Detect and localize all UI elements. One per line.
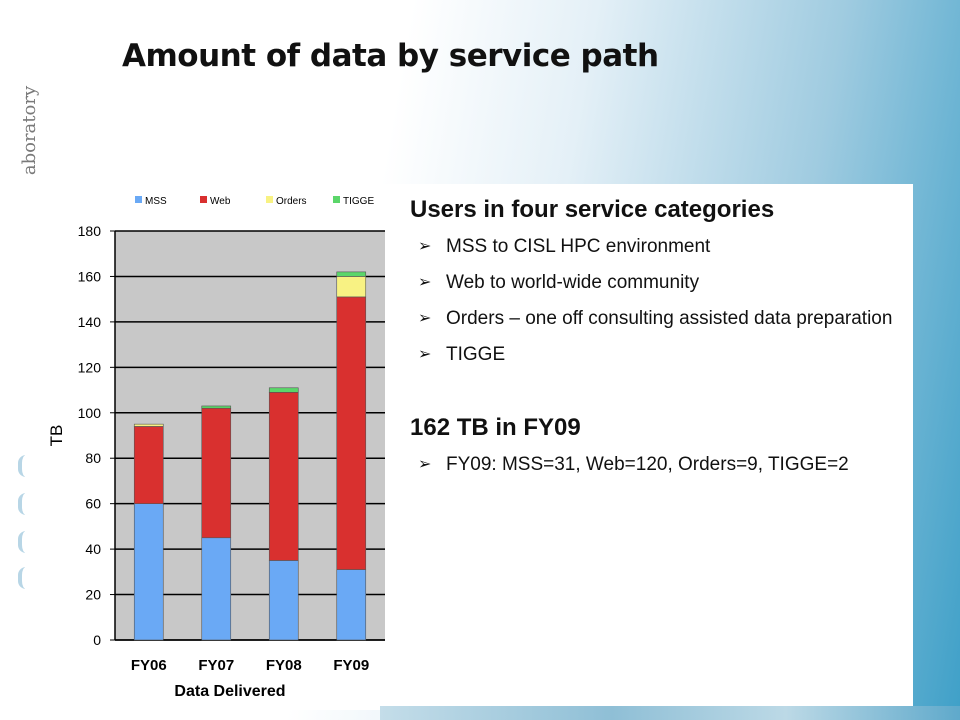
bullet-text: MSS to CISL HPC environment bbox=[446, 236, 711, 257]
slide-title: Amount of data by service path bbox=[122, 38, 659, 74]
side-logo-text: aboratory bbox=[19, 85, 41, 175]
y-tick-label: 60 bbox=[85, 496, 101, 512]
x-tick-label: FY09 bbox=[333, 657, 369, 674]
bar-mss-fy07 bbox=[201, 537, 232, 641]
arrow-bullet-icon: ➢ bbox=[418, 346, 432, 363]
heading-service-categories: Users in four service categories bbox=[410, 196, 775, 223]
bar-web-fy07 bbox=[201, 407, 232, 539]
bar-mss-fy08 bbox=[268, 560, 299, 641]
bar-tigge-fy08 bbox=[268, 387, 299, 393]
x-tick-label: FY07 bbox=[198, 657, 234, 674]
bullet-list-1: ➢ MSS to CISL HPC environment ➢ Web to wor… bbox=[408, 234, 908, 368]
bar-web-fy09 bbox=[336, 296, 367, 570]
bullet-item: ➢ TIGGE bbox=[408, 342, 908, 368]
legend-label-mss: MSS bbox=[145, 196, 167, 207]
legend-label-tigge: TIGGE bbox=[343, 196, 374, 207]
text-panel: Users in four service categories ➢ MSS to… bbox=[408, 190, 908, 488]
chart-svg: 0 20 40 60 80 100 120 140 160 180 FY06 FY07 FY08 FY09… bbox=[47, 196, 385, 700]
bullet-text: TIGGE bbox=[446, 344, 506, 365]
arrow-bullet-icon: ➢ bbox=[418, 456, 432, 473]
y-axis-title: TB bbox=[47, 425, 66, 447]
y-tick-label: 140 bbox=[78, 314, 102, 330]
x-tick-label: FY06 bbox=[131, 657, 167, 674]
y-tick-label: 120 bbox=[78, 359, 102, 375]
bullet-item: ➢ MSS to CISL HPC environment bbox=[408, 234, 908, 260]
x-axis-title: Data Delivered bbox=[174, 683, 285, 700]
bar-mss-fy09 bbox=[336, 569, 367, 641]
x-tick-label: FY08 bbox=[266, 657, 302, 674]
y-tick-label: 160 bbox=[78, 268, 102, 284]
legend-swatch-mss bbox=[135, 196, 142, 203]
bullet-text: Web to world-wide community bbox=[446, 272, 700, 293]
bullet-item: ➢ Web to world-wide community bbox=[408, 270, 908, 296]
bar-orders-fy06 bbox=[133, 423, 164, 427]
legend-swatch-tigge bbox=[333, 196, 340, 203]
y-tick-label: 20 bbox=[85, 587, 101, 603]
arrow-bullet-icon: ➢ bbox=[418, 310, 432, 327]
y-tick-label: 80 bbox=[85, 450, 101, 466]
bar-mss-fy06 bbox=[133, 503, 164, 641]
y-tick-label: 0 bbox=[93, 632, 101, 648]
bullet-item: ➢ FY09: MSS=31, Web=120, Orders=9, TIGGE=… bbox=[408, 452, 908, 478]
heading-fy09-total: 162 TB in FY09 bbox=[410, 414, 581, 441]
bullet-text: FY09: MSS=31, Web=120, Orders=9, TIGGE=2 bbox=[446, 454, 849, 475]
legend-label-orders: Orders bbox=[276, 196, 307, 207]
y-tick-label: 40 bbox=[85, 541, 101, 557]
bullet-list-2: ➢ FY09: MSS=31, Web=120, Orders=9, TIGGE=… bbox=[408, 452, 908, 478]
y-tick-label: 100 bbox=[78, 405, 102, 421]
side-logo: aboratory bbox=[0, 70, 60, 190]
bar-tigge-fy07 bbox=[201, 405, 232, 409]
bar-web-fy08 bbox=[268, 392, 299, 561]
bottom-decoration bbox=[380, 706, 960, 720]
bar-tigge-fy09 bbox=[336, 271, 367, 277]
arrow-bullet-icon: ➢ bbox=[418, 238, 432, 255]
left-decoration bbox=[18, 455, 38, 595]
bar-orders-fy09 bbox=[336, 276, 367, 298]
y-tick-label: 180 bbox=[78, 223, 102, 239]
legend-label-web: Web bbox=[210, 196, 231, 207]
bullet-item: ➢ Orders – one off consulting assisted da… bbox=[408, 306, 908, 332]
legend-swatch-web bbox=[200, 196, 207, 203]
arrow-bullet-icon: ➢ bbox=[418, 274, 432, 291]
bullet-text: Orders – one off consulting assisted dat… bbox=[446, 308, 893, 329]
chart: 0 20 40 60 80 100 120 140 160 180 FY06 FY07 FY08 FY09… bbox=[20, 186, 404, 706]
legend-swatch-orders bbox=[266, 196, 273, 203]
bar-web-fy06 bbox=[133, 426, 164, 504]
